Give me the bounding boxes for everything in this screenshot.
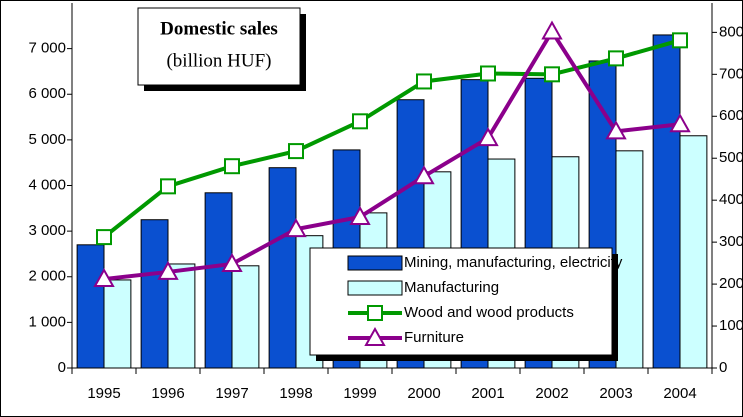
y-tick-label: 0 [58, 359, 66, 376]
bar [268, 167, 297, 369]
y2-tick-label: 600 [719, 107, 743, 124]
y2-tick-label: 200 [719, 275, 743, 292]
bar [140, 219, 169, 369]
bar [615, 150, 644, 369]
marker-square [288, 143, 304, 160]
y2-tick-label: 0 [719, 359, 727, 376]
bar [76, 244, 105, 369]
marker-triangle [413, 165, 435, 185]
marker-triangle [541, 20, 563, 40]
x-tick-label: 2000 [407, 385, 440, 402]
x-tick-label: 1999 [343, 385, 376, 402]
y-tick-label: 1 000 [28, 313, 66, 330]
marker-square [544, 66, 560, 83]
marker-triangle [221, 252, 243, 272]
marker-triangle [605, 120, 627, 140]
y2-tick-label: 800 [719, 23, 743, 40]
y-tick-label: 4 000 [28, 176, 66, 193]
marker-square [608, 50, 624, 67]
legend-label: Manufacturing [404, 279, 499, 296]
line [103, 27, 681, 282]
marker-triangle [93, 268, 115, 288]
y-tick-label: 5 000 [28, 131, 66, 148]
bar [204, 192, 233, 369]
marker-triangle [349, 205, 371, 225]
marker-square [96, 229, 112, 246]
x-tick-label: 1998 [279, 385, 312, 402]
marker-square [672, 32, 688, 49]
y-tick-label: 7 000 [28, 40, 66, 57]
title-frame [137, 7, 301, 86]
y-tick-label: 6 000 [28, 85, 66, 102]
legend-label: Mining, manufacturing, electricity [404, 254, 623, 271]
legend-label: Furniture [404, 329, 464, 346]
bar [679, 135, 708, 369]
chart-title: Domestic sales [160, 18, 278, 39]
marker-square [480, 65, 496, 82]
legend-swatch [347, 280, 403, 296]
x-tick-label: 2003 [599, 385, 632, 402]
bar [231, 265, 260, 369]
bar [652, 34, 681, 369]
title-box: Domestic sales (billion HUF) [137, 7, 306, 91]
chart-subtitle: (billion HUF) [166, 50, 271, 71]
y2-tick-label: 400 [719, 191, 743, 208]
x-tick-label: 2002 [535, 385, 568, 402]
marker-triangle [285, 218, 307, 238]
marker-square [352, 113, 368, 130]
legend-swatch [347, 255, 403, 271]
x-tick-label: 2001 [471, 385, 504, 402]
y2-tick-label: 500 [719, 149, 743, 166]
x-tick-label: 1996 [151, 385, 184, 402]
x-tick-label: 2004 [663, 385, 696, 402]
x-tick-label: 1997 [215, 385, 248, 402]
marker-triangle [364, 326, 386, 346]
marker-square [416, 73, 432, 90]
marker-triangle [157, 260, 179, 280]
marker-square [367, 305, 383, 321]
x-tick-label: 1995 [87, 385, 120, 402]
y-tick-label: 3 000 [28, 222, 66, 239]
y2-tick-label: 700 [719, 65, 743, 82]
legend-label: Wood and wood products [404, 304, 574, 321]
marker-triangle [669, 113, 691, 133]
marker-square [224, 158, 240, 175]
y2-tick-label: 300 [719, 233, 743, 250]
bar [103, 279, 132, 369]
y2-tick-label: 100 [719, 317, 743, 334]
y-tick-label: 2 000 [28, 268, 66, 285]
marker-square [160, 178, 176, 195]
bar [167, 263, 196, 369]
line [102, 38, 681, 239]
marker-triangle [477, 127, 499, 147]
